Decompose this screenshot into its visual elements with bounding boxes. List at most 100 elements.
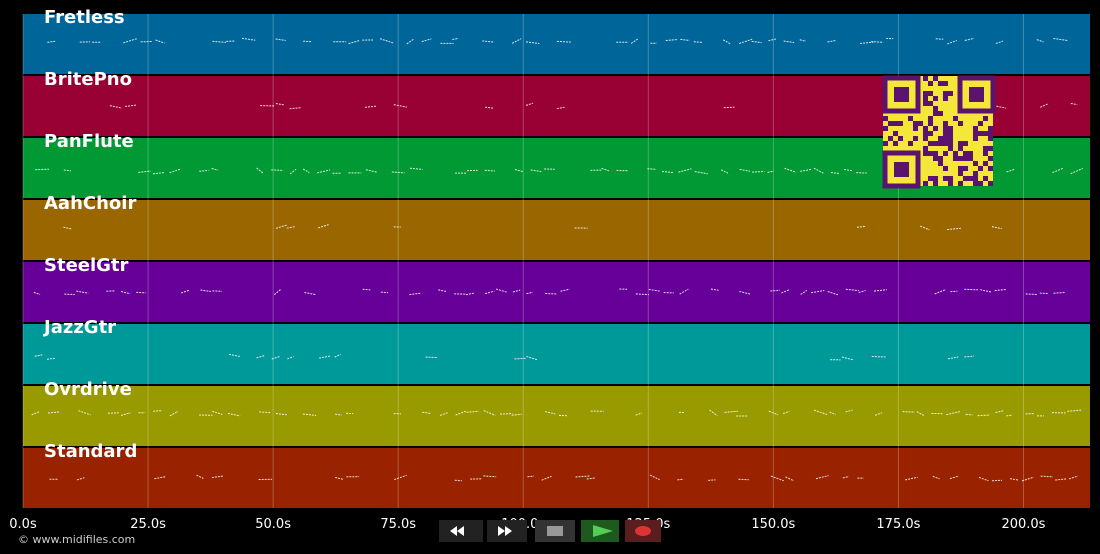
- note-texture: [1053, 292, 1065, 294]
- qr-cell: [948, 91, 953, 96]
- note-texture: [739, 168, 751, 172]
- note-texture: [932, 475, 940, 480]
- qr-finder: [969, 87, 984, 102]
- qr-cell: [988, 136, 993, 141]
- note-texture: [946, 411, 960, 416]
- qr-cell: [923, 136, 928, 141]
- qr-cell: [938, 81, 943, 86]
- rewind-icon: [450, 526, 464, 536]
- qr-cell: [948, 131, 953, 136]
- qr-code: [882, 75, 996, 189]
- note-texture: [768, 410, 779, 416]
- note-texture: [421, 38, 432, 43]
- note-texture: [995, 410, 1005, 413]
- qr-cell: [943, 131, 948, 136]
- qr-cell: [893, 121, 898, 126]
- qr-cell: [923, 131, 928, 136]
- qr-cell: [943, 136, 948, 141]
- qr-cell: [883, 141, 888, 146]
- qr-cell: [973, 171, 978, 176]
- note-texture: [511, 38, 522, 44]
- note-texture: [47, 357, 57, 360]
- note-texture: [1021, 476, 1034, 482]
- qr-cell: [883, 116, 888, 121]
- x-tick-label: 150.0s: [751, 517, 795, 532]
- qr-cell: [923, 101, 928, 106]
- note-texture: [120, 412, 131, 416]
- qr-cell: [978, 166, 983, 171]
- note-texture: [31, 411, 40, 416]
- qr-cell: [968, 176, 973, 181]
- note-texture: [556, 40, 571, 43]
- note-texture: [845, 288, 859, 292]
- track-lane: [23, 324, 1090, 384]
- note-texture: [380, 291, 389, 294]
- note-texture: [739, 38, 753, 44]
- track-name: AahChoir: [44, 193, 136, 214]
- qr-cell: [973, 136, 978, 141]
- x-tick-label: 175.0s: [876, 517, 920, 532]
- qr-cell: [933, 181, 938, 186]
- qr-cell: [888, 121, 893, 126]
- note-texture: [181, 289, 190, 294]
- note-texture: [275, 224, 288, 229]
- note-texture: [196, 474, 204, 479]
- note-texture: [842, 475, 849, 479]
- note-texture: [799, 39, 807, 42]
- note-texture: [485, 290, 495, 295]
- qr-cell: [898, 136, 903, 141]
- qr-cell: [908, 141, 913, 146]
- note-texture: [256, 167, 264, 174]
- qr-cell: [938, 136, 943, 141]
- qr-cell: [923, 91, 928, 96]
- note-texture: [109, 105, 123, 109]
- note-texture: [394, 474, 407, 481]
- note-texture: [256, 355, 265, 359]
- x-tick-label: 50.0s: [255, 517, 291, 532]
- note-texture: [33, 291, 41, 296]
- note-texture: [827, 291, 839, 296]
- note-texture: [871, 41, 884, 43]
- note-texture: [635, 412, 642, 416]
- qr-cell: [983, 131, 988, 136]
- note-texture: [365, 169, 378, 173]
- note-texture: [169, 168, 181, 174]
- note-texture: [438, 289, 447, 292]
- note-texture: [947, 40, 958, 45]
- note-texture: [154, 476, 167, 480]
- note-texture: [465, 292, 475, 296]
- qr-cell: [958, 166, 963, 171]
- note-texture: [829, 411, 836, 415]
- copyright: © www.midifiles.com: [18, 533, 135, 546]
- note-texture: [800, 290, 808, 295]
- qr-cell: [988, 131, 993, 136]
- qr-cell: [983, 151, 988, 156]
- note-texture: [649, 474, 660, 481]
- qr-cell: [933, 96, 938, 101]
- qr-cell: [928, 176, 933, 181]
- note-texture: [391, 171, 405, 174]
- note-texture: [768, 38, 777, 42]
- qr-cell: [933, 111, 938, 116]
- note-texture: [858, 289, 866, 293]
- note-texture: [78, 410, 91, 416]
- qr-cell: [923, 146, 928, 151]
- qr-cell: [888, 136, 893, 141]
- note-texture: [601, 167, 610, 172]
- track-name: BritePno: [44, 69, 132, 90]
- note-texture: [439, 412, 448, 416]
- note-texture: [454, 479, 462, 482]
- note-texture: [76, 477, 85, 481]
- track-lane: [23, 262, 1090, 322]
- note-texture: [845, 409, 853, 413]
- note-texture: [1006, 168, 1015, 173]
- note-texture: [665, 38, 678, 42]
- qr-cell: [973, 131, 978, 136]
- qr-cell: [928, 151, 933, 156]
- qr-cell: [933, 106, 938, 111]
- stop-icon: [547, 526, 563, 536]
- qr-cell: [908, 116, 913, 121]
- qr-cell: [933, 151, 938, 156]
